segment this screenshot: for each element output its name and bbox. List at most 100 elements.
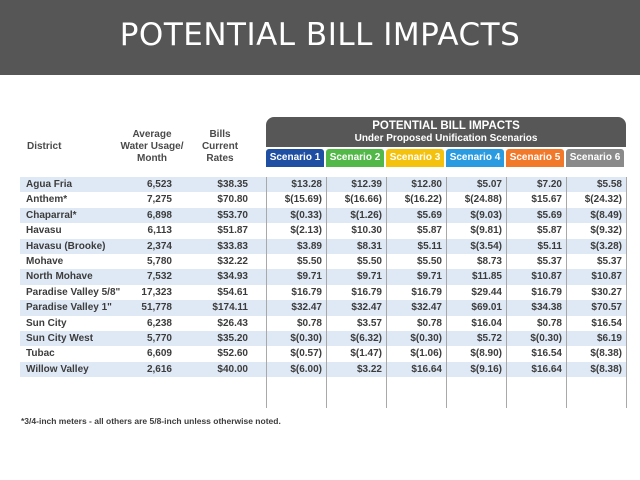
scenario-3-cell: $5.87 xyxy=(416,225,442,237)
scenario-6-cell: $(24.32) xyxy=(584,194,622,206)
header-bills-line-1: Bills xyxy=(209,129,231,140)
column-divider xyxy=(386,177,387,408)
scenario-3-cell: $9.71 xyxy=(416,271,442,283)
usage-cell: 2,616 xyxy=(146,363,172,375)
bills-cell: $38.35 xyxy=(217,179,248,190)
scenario-2-cell: $3.57 xyxy=(356,317,382,329)
scenario-2-cell: $8.31 xyxy=(356,240,382,252)
table-row: Paradise Valley 5/8" 17,323 $54.61 $16.79 $1… xyxy=(20,285,627,300)
scenario-6-cell: $30.27 xyxy=(591,286,622,298)
usage-cell: 6,523 xyxy=(146,179,172,190)
scenario-4-cell: $8.73 xyxy=(476,255,502,267)
scenario-1-cell: $32.47 xyxy=(291,302,322,314)
bills-cell: $53.70 xyxy=(217,209,248,221)
table-row: Havasu (Brooke) 2,374 $33.83 $3.89 $8.31 $5.1… xyxy=(20,238,627,254)
header-usage: Average Water Usage/ Month xyxy=(112,129,192,165)
scenario-2-cell: $(1.26) xyxy=(350,209,382,221)
scenario-6-cell: $6.19 xyxy=(596,332,622,344)
header-bills: Bills Current Rates xyxy=(190,129,250,165)
scenario-6-cell: $5.58 xyxy=(596,179,622,190)
scenario-1-cell: $(0.30) xyxy=(290,332,322,344)
scenario-1-cell: $(0.57) xyxy=(290,348,322,360)
district-cell: Chaparral* xyxy=(26,209,77,221)
scenario-header-2: Scenario 2 xyxy=(326,149,384,167)
scenario-4-cell: $(9.16) xyxy=(470,363,502,375)
scenario-3-cell: $32.47 xyxy=(411,302,442,314)
column-divider xyxy=(566,177,567,408)
table-row: Sun City West 5,770 $35.20 $(0.30) $(6.32) $(… xyxy=(20,330,627,347)
scenario-3-cell: $(0.30) xyxy=(410,332,442,344)
bills-cell: $34.93 xyxy=(217,271,248,283)
title-bar: POTENTIAL BILL IMPACTS xyxy=(0,0,640,75)
scenario-3-cell: $12.80 xyxy=(411,179,442,190)
scenario-4-cell: $(9.81) xyxy=(470,225,502,237)
usage-cell: 5,780 xyxy=(146,255,172,267)
table-row: North Mohave 7,532 $34.93 $9.71 $9.71 $9.71 $1… xyxy=(20,269,627,285)
bills-cell: $40.00 xyxy=(217,363,248,375)
scenario-5-cell: $7.20 xyxy=(536,179,562,190)
district-cell: Havasu (Brooke) xyxy=(26,240,106,252)
scenario-5-cell: $0.78 xyxy=(536,317,562,329)
table-row: Chaparral* 6,898 $53.70 $(0.33) $(1.26) $5.69… xyxy=(20,207,627,224)
bills-cell: $26.43 xyxy=(217,317,248,329)
scenario-3-cell: $5.69 xyxy=(416,209,442,221)
scenario-4-cell: $11.85 xyxy=(471,271,502,283)
usage-cell: 6,609 xyxy=(146,348,172,360)
scenario-1-cell: $9.71 xyxy=(296,271,322,283)
scenario-2-cell: $(16.66) xyxy=(344,194,382,206)
scenario-4-cell: $16.04 xyxy=(471,317,502,329)
scenario-header-4: Scenario 4 xyxy=(446,149,504,167)
scenario-1-cell: $(6.00) xyxy=(290,363,322,375)
district-cell: North Mohave xyxy=(26,271,93,283)
scenario-2-cell: $32.47 xyxy=(351,302,382,314)
scenario-3-cell: $16.79 xyxy=(411,286,442,298)
district-cell: Paradise Valley 1" xyxy=(26,302,112,314)
scenario-1-cell: $13.28 xyxy=(291,179,322,190)
scenario-5-cell: $5.87 xyxy=(536,225,562,237)
scenario-1-cell: $(0.33) xyxy=(290,209,322,221)
column-divider xyxy=(446,177,447,408)
header-usage-line-1: Average xyxy=(132,129,172,140)
scenario-6-cell: $16.54 xyxy=(591,317,622,329)
header-district: District xyxy=(27,141,62,152)
scenario-4-cell: $(9.03) xyxy=(470,209,502,221)
banner-subtitle: Under Proposed Unification Scenarios xyxy=(354,133,538,144)
usage-cell: 51,778 xyxy=(141,302,172,314)
scenario-6-cell: $(8.38) xyxy=(590,363,622,375)
bills-cell: $54.61 xyxy=(217,286,248,298)
bills-cell: $70.80 xyxy=(217,194,248,206)
scenario-5-cell: $16.79 xyxy=(531,286,562,298)
scenario-2-cell: $(6.32) xyxy=(350,332,382,344)
scenario-2-cell: $16.79 xyxy=(351,286,382,298)
scenario-2-cell: $9.71 xyxy=(356,271,382,283)
table-row: Sun City 6,238 $26.43 $0.78 $3.57 $0.78 $16.04… xyxy=(20,316,627,331)
scenario-header-3: Scenario 3 xyxy=(386,149,444,167)
footnote: *3/4-inch meters - all others are 5/8-in… xyxy=(21,416,281,426)
scenario-1-cell: $3.89 xyxy=(296,240,322,252)
scenario-6-cell: $(9.32) xyxy=(590,225,622,237)
scenario-3-cell: $5.50 xyxy=(416,255,442,267)
scenario-6-cell: $(3.28) xyxy=(590,240,622,252)
usage-cell: 6,238 xyxy=(146,317,172,329)
scenario-2-cell: $12.39 xyxy=(351,179,382,190)
table-row: Willow Valley 2,616 $40.00 $(6.00) $3.22 $16.… xyxy=(20,361,627,378)
scenario-header-1: Scenario 1 xyxy=(266,149,324,167)
district-cell: Agua Fria xyxy=(26,179,73,190)
usage-cell: 7,532 xyxy=(146,271,172,283)
scenario-6-cell: $10.87 xyxy=(591,271,622,283)
header-bills-line-3: Rates xyxy=(206,153,234,164)
scenario-2-cell: $5.50 xyxy=(356,255,382,267)
bills-cell: $32.22 xyxy=(217,255,248,267)
scenario-1-cell: $5.50 xyxy=(296,255,322,267)
district-cell: Sun City xyxy=(26,317,67,329)
scenario-3-cell: $0.78 xyxy=(416,317,442,329)
table-row: Paradise Valley 1" 51,778 $174.11 $32.47 $32… xyxy=(20,300,627,316)
column-divider xyxy=(626,177,627,408)
column-divider xyxy=(266,177,267,408)
scenario-4-cell: $29.44 xyxy=(471,286,502,298)
scenarios-banner: POTENTIAL BILL IMPACTS Under Proposed Un… xyxy=(266,117,626,147)
usage-cell: 5,770 xyxy=(146,332,172,344)
district-cell: Havasu xyxy=(26,225,62,237)
scenario-6-cell: $(8.49) xyxy=(590,209,622,221)
usage-cell: 7,275 xyxy=(146,194,172,206)
